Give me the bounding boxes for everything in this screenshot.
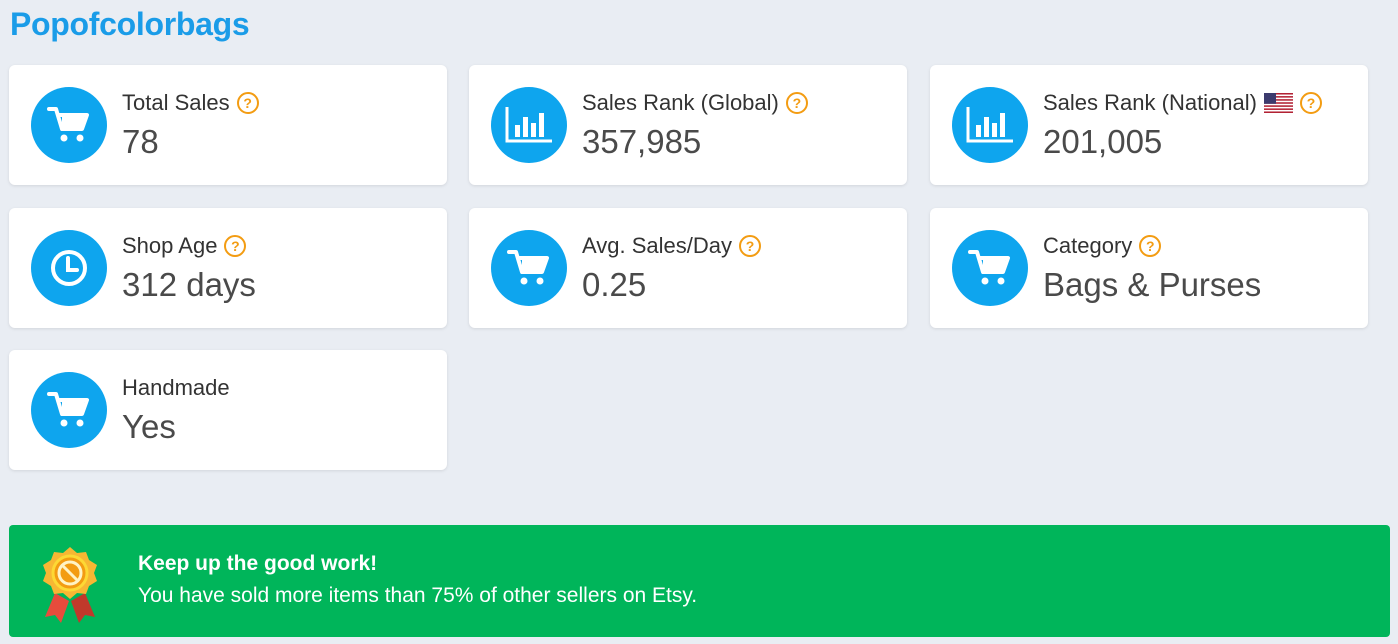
banner-text: You have sold more items than 75% of oth… xyxy=(138,584,698,607)
stat-card-handmade: Handmade Yes xyxy=(9,350,447,470)
us-flag-icon xyxy=(1263,93,1293,113)
stat-value: 78 xyxy=(122,123,159,160)
achievement-banner: Keep up the good work! You have sold mor… xyxy=(9,525,1390,637)
stat-card-sales-rank-national: Sales Rank (National) ? 201,005 xyxy=(930,65,1368,185)
stat-value: 201,005 xyxy=(1043,123,1163,160)
cart-icon xyxy=(491,230,567,306)
bar-chart-icon xyxy=(491,87,567,163)
stat-label: Sales Rank (Global) xyxy=(582,90,779,115)
stat-value: Yes xyxy=(122,408,176,445)
cart-icon xyxy=(952,230,1028,306)
stat-card-avg-sales-day: Avg. Sales/Day ? 0.25 xyxy=(469,208,907,328)
medal-icon xyxy=(37,545,103,625)
banner-title: Keep up the good work! xyxy=(138,552,378,575)
cart-icon xyxy=(31,372,107,448)
stat-value: Bags & Purses xyxy=(1043,266,1262,303)
stat-value: 312 days xyxy=(122,266,256,303)
help-icon[interactable]: ? xyxy=(1299,92,1322,114)
stat-label: Avg. Sales/Day xyxy=(582,233,733,258)
cart-icon xyxy=(31,87,107,163)
help-icon[interactable]: ? xyxy=(785,92,808,114)
help-icon[interactable]: ? xyxy=(1139,235,1162,257)
stat-card-shop-age: Shop Age ? 312 days xyxy=(9,208,447,328)
stat-label: Total Sales xyxy=(122,90,230,115)
stat-label: Category xyxy=(1043,233,1133,258)
stat-card-sales-rank-global: Sales Rank (Global) ? 357,985 xyxy=(469,65,907,185)
bar-chart-icon xyxy=(952,87,1028,163)
shop-title: Popofcolorbags xyxy=(10,6,250,42)
stat-label: Handmade xyxy=(122,375,230,400)
stat-value: 357,985 xyxy=(582,123,702,160)
help-icon[interactable]: ? xyxy=(224,235,247,257)
stat-card-category: Category ? Bags & Purses xyxy=(930,208,1368,328)
help-icon[interactable]: ? xyxy=(739,235,762,257)
stat-card-total-sales: Total Sales ? 78 xyxy=(9,65,447,185)
stat-value: 0.25 xyxy=(582,266,647,303)
clock-icon xyxy=(31,230,107,306)
stat-label: Shop Age xyxy=(122,233,218,258)
stat-label: Sales Rank (National) xyxy=(1043,90,1257,115)
help-icon[interactable]: ? xyxy=(236,92,259,114)
